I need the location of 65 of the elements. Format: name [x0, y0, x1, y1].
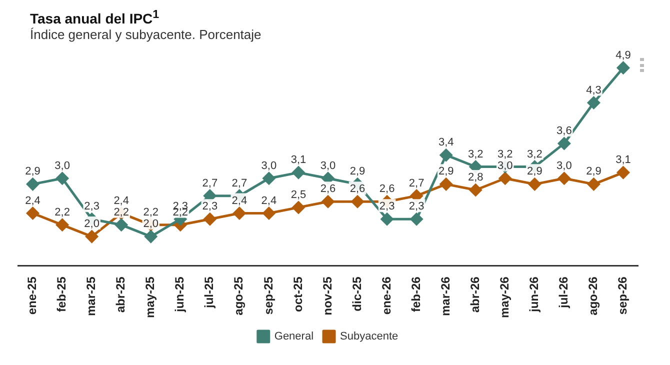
x-tick-label: ene-26: [379, 276, 394, 314]
data-label: 2,6: [350, 182, 366, 195]
data-label: 3,2: [468, 148, 484, 160]
data-label: 2,3: [84, 200, 100, 212]
x-tick-label: abr-26: [468, 276, 482, 312]
x-tick-label: may-25: [143, 276, 158, 318]
data-label: 2,4: [25, 194, 40, 206]
legend-label: General: [274, 330, 314, 342]
data-label: 2,6: [379, 182, 395, 195]
x-tick-label: oct-25: [290, 276, 305, 312]
data-label: 2,0: [143, 218, 159, 230]
data-label: 3,0: [556, 160, 572, 172]
data-label: 3,0: [320, 160, 336, 172]
data-label: 2,2: [143, 206, 159, 218]
x-tick-label: dic-25: [350, 276, 364, 311]
chart-subtitle: Índice general y subyacente. Porcentaje: [30, 26, 262, 42]
data-label: 3,2: [527, 148, 542, 160]
data-label: 2,9: [438, 165, 454, 178]
data-label: 2,2: [114, 206, 129, 218]
data-label: 2,2: [54, 206, 70, 218]
data-label: 2,9: [350, 165, 366, 178]
chart-title: Tasa anual del IPC$^{1}$: [30, 8, 160, 27]
data-label: 2,5: [290, 188, 306, 201]
data-label: 2,4: [261, 194, 277, 206]
data-label: 2,3: [379, 200, 395, 212]
data-label: 4,3: [586, 84, 602, 96]
x-tick-label: jun-26: [526, 276, 541, 313]
x-tick-label: mar-25: [84, 276, 98, 316]
data-label: 2,6: [320, 182, 336, 195]
data-label: 3,0: [54, 160, 70, 172]
data-label: 2,9: [586, 165, 602, 178]
legend-label: Subyacente: [340, 330, 398, 342]
data-label: 3,4: [438, 136, 454, 148]
data-label: 2,9: [25, 165, 40, 178]
data-label: 4,9: [616, 49, 631, 62]
x-tick-label: jul-26: [556, 276, 571, 309]
data-label: 3,0: [497, 160, 513, 172]
x-tick-label: sep-25: [261, 276, 276, 314]
x-tick-label: jun-25: [172, 276, 187, 313]
x-tick-label: abr-25: [114, 276, 128, 312]
x-tick-label: nov-25: [320, 276, 334, 315]
data-label: 2,8: [468, 171, 484, 184]
data-label: 2,3: [202, 200, 218, 212]
data-label: 2,3: [408, 200, 424, 212]
x-tick-label: jul-25: [202, 276, 216, 309]
data-label: 2,7: [202, 177, 218, 190]
data-label: 3,0: [261, 160, 277, 172]
x-tick-label: ago-25: [232, 276, 246, 315]
data-label: 2,4: [232, 194, 248, 206]
data-label: 2,7: [408, 177, 424, 190]
x-tick-label: feb-25: [54, 276, 69, 312]
x-tick-label: ago-26: [586, 276, 600, 315]
x-tick-label: ene-25: [25, 276, 40, 314]
data-label: 2,4: [114, 194, 129, 206]
data-label: 2,7: [232, 177, 248, 190]
data-label: 3,1: [616, 154, 631, 166]
data-label: 2,9: [527, 165, 542, 178]
data-label: 3,1: [290, 154, 306, 166]
data-label: 3,6: [556, 124, 572, 137]
x-tick-label: may-26: [497, 276, 512, 318]
data-label: 2,0: [84, 218, 100, 230]
data-label: 3,2: [497, 148, 513, 160]
x-tick-label: mar-26: [438, 276, 452, 316]
x-tick-label: feb-26: [408, 276, 423, 312]
x-tick-label: sep-26: [616, 276, 630, 314]
